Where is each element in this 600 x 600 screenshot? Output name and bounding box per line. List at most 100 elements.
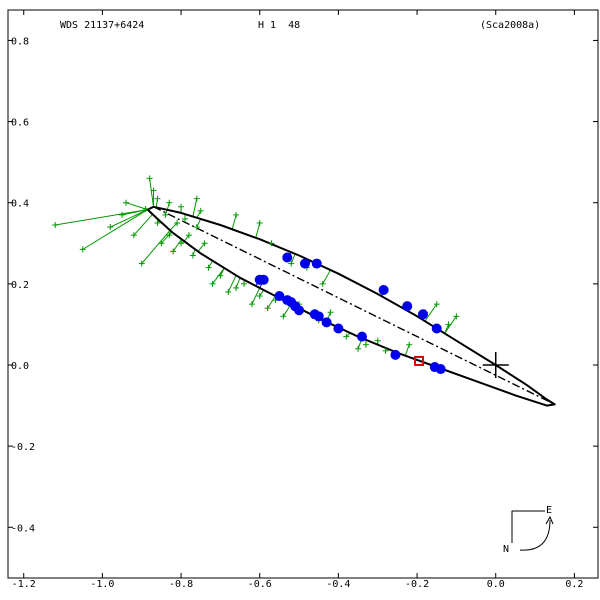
y-tick-label: 0.4 bbox=[11, 199, 29, 210]
micrometer-residual bbox=[267, 295, 276, 309]
micrometer-residual bbox=[322, 269, 331, 285]
micrometer-point bbox=[166, 199, 173, 206]
compass-arrowhead bbox=[545, 515, 554, 525]
wds-id: WDS 21137+6424 bbox=[60, 20, 144, 31]
micrometer-point bbox=[453, 313, 460, 320]
micrometer-residual bbox=[196, 218, 202, 228]
micrometer-residual bbox=[183, 234, 190, 242]
x-tick-label: -0.2 bbox=[405, 579, 429, 590]
micrometer-point bbox=[193, 224, 200, 231]
micrometer-residual bbox=[227, 275, 237, 293]
micrometer-point bbox=[79, 246, 86, 253]
micrometer-point bbox=[197, 207, 204, 214]
micrometer-point bbox=[205, 264, 212, 271]
interferometric-point bbox=[299, 258, 310, 269]
micrometer-residual bbox=[133, 213, 153, 236]
micrometer-point bbox=[154, 220, 161, 226]
micrometer-residual bbox=[121, 209, 148, 216]
micrometer-point bbox=[166, 232, 173, 239]
micrometer-point bbox=[225, 288, 232, 295]
compass-frame bbox=[511, 510, 545, 543]
micrometer-point bbox=[256, 293, 263, 300]
micrometer-point bbox=[319, 280, 326, 287]
micrometer-point bbox=[185, 232, 192, 239]
micrometer-point bbox=[209, 280, 216, 287]
micrometer-point bbox=[355, 345, 362, 352]
micrometer-point bbox=[217, 272, 224, 279]
interferometric-point bbox=[378, 284, 389, 295]
micrometer-point bbox=[433, 301, 440, 308]
micrometer-point bbox=[256, 220, 263, 226]
discoverer-designation: H 1 48 bbox=[258, 20, 300, 31]
interferometric-point bbox=[435, 364, 446, 375]
micrometer-point bbox=[193, 195, 200, 202]
micrometer-point bbox=[174, 220, 181, 226]
line-of-nodes bbox=[153, 206, 556, 405]
micrometer-residual bbox=[169, 222, 178, 231]
micrometer-residual bbox=[110, 209, 148, 228]
micrometer-residual bbox=[404, 344, 410, 356]
orbit-layer bbox=[146, 205, 556, 407]
micrometer-point bbox=[150, 187, 157, 194]
interferometric-point bbox=[294, 305, 305, 316]
micrometer-residual bbox=[55, 209, 148, 226]
speckle-point bbox=[414, 355, 425, 366]
interferometric-point bbox=[282, 252, 293, 263]
micrometer-point bbox=[327, 309, 334, 316]
interferometric-point bbox=[357, 331, 367, 342]
micrometer-point bbox=[142, 205, 149, 212]
micrometer-residual bbox=[231, 214, 237, 230]
compass: E N bbox=[503, 505, 554, 555]
x-tick-label: -1.2 bbox=[12, 579, 36, 590]
micrometer-point bbox=[241, 280, 247, 287]
micrometer-residual bbox=[290, 253, 296, 264]
micrometer-point bbox=[146, 175, 153, 182]
micrometer-point bbox=[406, 341, 413, 348]
micrometer-point bbox=[119, 211, 126, 218]
x-tick-label: 0.2 bbox=[565, 579, 583, 590]
x-tick-label: -0.8 bbox=[169, 579, 193, 590]
compass-arrow bbox=[519, 519, 551, 551]
micrometer-point bbox=[374, 337, 381, 344]
micrometer-point bbox=[288, 260, 295, 267]
micrometer-point bbox=[123, 199, 129, 206]
micrometer-point bbox=[382, 347, 389, 354]
compass-east-label: E bbox=[546, 505, 552, 516]
reference-code: (Sca2008a) bbox=[480, 20, 540, 31]
micrometer-residual bbox=[149, 178, 155, 207]
residual-lines bbox=[55, 178, 457, 370]
y-tick-label: 0.0 bbox=[11, 361, 29, 372]
micrometer-residual bbox=[235, 277, 241, 289]
y-tick-label: -0.2 bbox=[11, 442, 35, 453]
micrometer-residual bbox=[82, 209, 148, 250]
interferometric-point bbox=[254, 274, 265, 285]
micrometer-residual bbox=[424, 303, 438, 322]
micrometer-point bbox=[130, 232, 137, 239]
interferometric-point bbox=[402, 301, 413, 312]
micrometer-residual bbox=[219, 267, 225, 276]
compass-north-label: N bbox=[503, 544, 509, 555]
y-tick-label: -0.4 bbox=[11, 523, 35, 534]
x-tick-label: -1.0 bbox=[90, 579, 114, 590]
micrometer-point bbox=[201, 240, 208, 247]
micrometer-point bbox=[248, 301, 255, 308]
interferometric-point bbox=[431, 323, 442, 334]
micrometer-point bbox=[138, 260, 145, 267]
micrometer-point bbox=[189, 252, 196, 259]
micrometer-point bbox=[233, 284, 240, 291]
micrometer-residual bbox=[141, 229, 171, 264]
axis-ticks: -1.2 -1.0 -0.8 -0.6 -0.4 -0.2 0.0 0.2 0.8 0.6 0.4 0… bbox=[8, 10, 598, 590]
interferometric-point bbox=[274, 291, 285, 302]
micrometer-residual bbox=[172, 238, 182, 252]
interferometric-point bbox=[333, 323, 344, 334]
micrometer-residual bbox=[197, 242, 206, 252]
interferometric-point bbox=[417, 309, 428, 320]
y-tick-label: 0.8 bbox=[11, 36, 29, 47]
micrometer-point bbox=[280, 313, 287, 320]
micrometer-point bbox=[154, 195, 161, 202]
micrometer-residual bbox=[259, 289, 265, 297]
micrometer-point bbox=[107, 224, 114, 231]
micrometer-residual bbox=[192, 198, 198, 217]
micrometer-point bbox=[343, 333, 350, 340]
